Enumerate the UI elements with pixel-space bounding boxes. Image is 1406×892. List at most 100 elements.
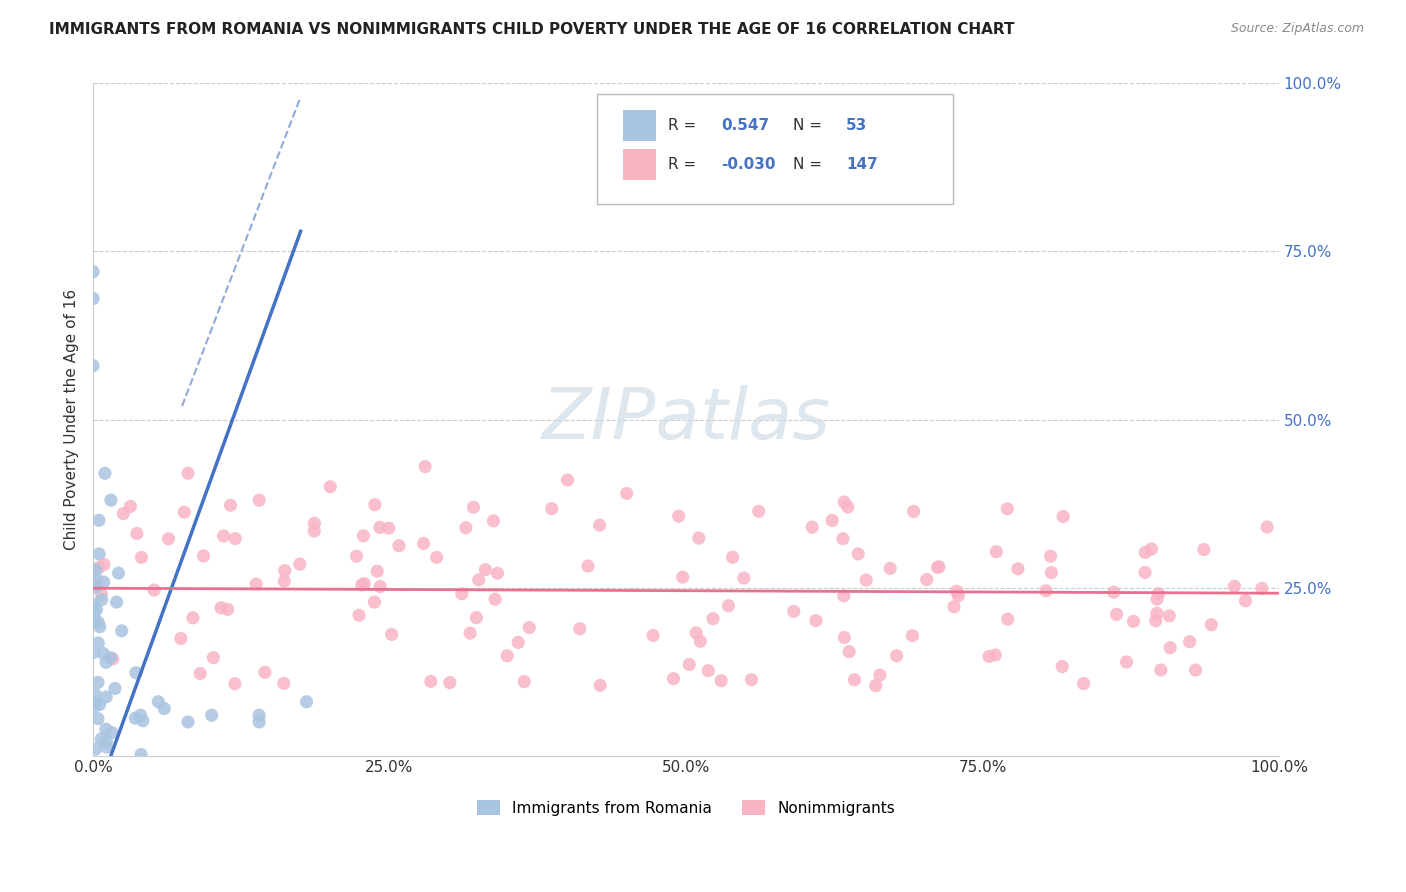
Point bbox=[616, 486, 638, 500]
Point bbox=[173, 505, 195, 519]
Point bbox=[1039, 549, 1062, 563]
Point bbox=[363, 595, 385, 609]
Point bbox=[945, 584, 967, 599]
Point bbox=[869, 668, 891, 682]
Point bbox=[1122, 615, 1144, 629]
Text: R =: R = bbox=[668, 157, 702, 171]
Point bbox=[377, 521, 399, 535]
Point bbox=[928, 560, 950, 574]
Point bbox=[84, 577, 107, 591]
Point bbox=[104, 681, 127, 696]
Point bbox=[87, 636, 110, 650]
Point bbox=[132, 714, 155, 728]
Point bbox=[948, 589, 970, 603]
Point bbox=[83, 603, 105, 617]
Point bbox=[801, 520, 824, 534]
Point bbox=[90, 592, 112, 607]
Point bbox=[1159, 608, 1181, 623]
Point bbox=[458, 626, 481, 640]
Point bbox=[368, 520, 391, 534]
Point bbox=[253, 665, 276, 680]
Point bbox=[886, 648, 908, 663]
Point bbox=[93, 558, 115, 572]
Point bbox=[986, 545, 1008, 559]
Point bbox=[101, 725, 124, 739]
Point bbox=[90, 587, 112, 601]
Point bbox=[93, 647, 115, 661]
Point bbox=[1159, 640, 1181, 655]
Point bbox=[89, 698, 111, 712]
Point bbox=[413, 459, 436, 474]
Point bbox=[247, 714, 270, 729]
Point bbox=[148, 695, 170, 709]
Point bbox=[1223, 579, 1246, 593]
Point bbox=[837, 500, 859, 514]
Point bbox=[668, 509, 690, 524]
Point bbox=[170, 632, 193, 646]
Point bbox=[111, 624, 134, 638]
Point bbox=[1052, 509, 1074, 524]
Point bbox=[201, 708, 224, 723]
Point bbox=[368, 580, 391, 594]
Point bbox=[484, 592, 506, 607]
Point bbox=[748, 504, 770, 518]
Point bbox=[247, 493, 270, 508]
Point bbox=[219, 498, 242, 512]
Point bbox=[94, 656, 117, 670]
Point bbox=[209, 600, 232, 615]
Point bbox=[678, 657, 700, 672]
Point bbox=[688, 531, 710, 545]
Point bbox=[576, 559, 599, 574]
Point bbox=[177, 467, 200, 481]
Point bbox=[832, 589, 855, 603]
Point bbox=[832, 495, 855, 509]
Point bbox=[273, 676, 295, 690]
Point bbox=[1115, 655, 1137, 669]
Point bbox=[844, 673, 866, 687]
Point bbox=[710, 673, 733, 688]
Point bbox=[834, 631, 856, 645]
Point bbox=[1007, 562, 1029, 576]
Point bbox=[740, 673, 762, 687]
Point bbox=[557, 473, 579, 487]
Point bbox=[927, 560, 949, 574]
Point bbox=[295, 695, 318, 709]
Point bbox=[87, 547, 110, 561]
Text: Source: ZipAtlas.com: Source: ZipAtlas.com bbox=[1230, 22, 1364, 36]
Point bbox=[247, 708, 270, 723]
Point bbox=[467, 573, 489, 587]
Point bbox=[1140, 541, 1163, 556]
Point bbox=[82, 265, 104, 279]
Point bbox=[984, 648, 1007, 662]
Point bbox=[84, 742, 107, 756]
Point bbox=[412, 536, 434, 550]
Point bbox=[86, 603, 108, 617]
Point bbox=[388, 539, 411, 553]
Point bbox=[350, 578, 373, 592]
Point bbox=[997, 612, 1019, 626]
Point bbox=[426, 550, 449, 565]
Point bbox=[101, 652, 124, 666]
Point bbox=[89, 620, 111, 634]
Point bbox=[366, 564, 388, 578]
Point bbox=[181, 611, 204, 625]
Point bbox=[1146, 607, 1168, 621]
Point bbox=[96, 690, 118, 704]
Text: ZIPatlas: ZIPatlas bbox=[541, 385, 831, 454]
Point bbox=[347, 608, 370, 623]
Point bbox=[83, 699, 105, 714]
Point bbox=[129, 708, 152, 723]
Point bbox=[1251, 582, 1274, 596]
Point bbox=[454, 521, 477, 535]
Point bbox=[977, 649, 1000, 664]
Point bbox=[721, 550, 744, 565]
Point bbox=[1184, 663, 1206, 677]
Point bbox=[486, 566, 509, 581]
Point bbox=[83, 598, 105, 612]
Point bbox=[212, 529, 235, 543]
Point bbox=[124, 711, 146, 725]
Point bbox=[496, 648, 519, 663]
Text: -0.030: -0.030 bbox=[721, 157, 776, 171]
Point bbox=[143, 583, 166, 598]
Point bbox=[125, 526, 148, 541]
